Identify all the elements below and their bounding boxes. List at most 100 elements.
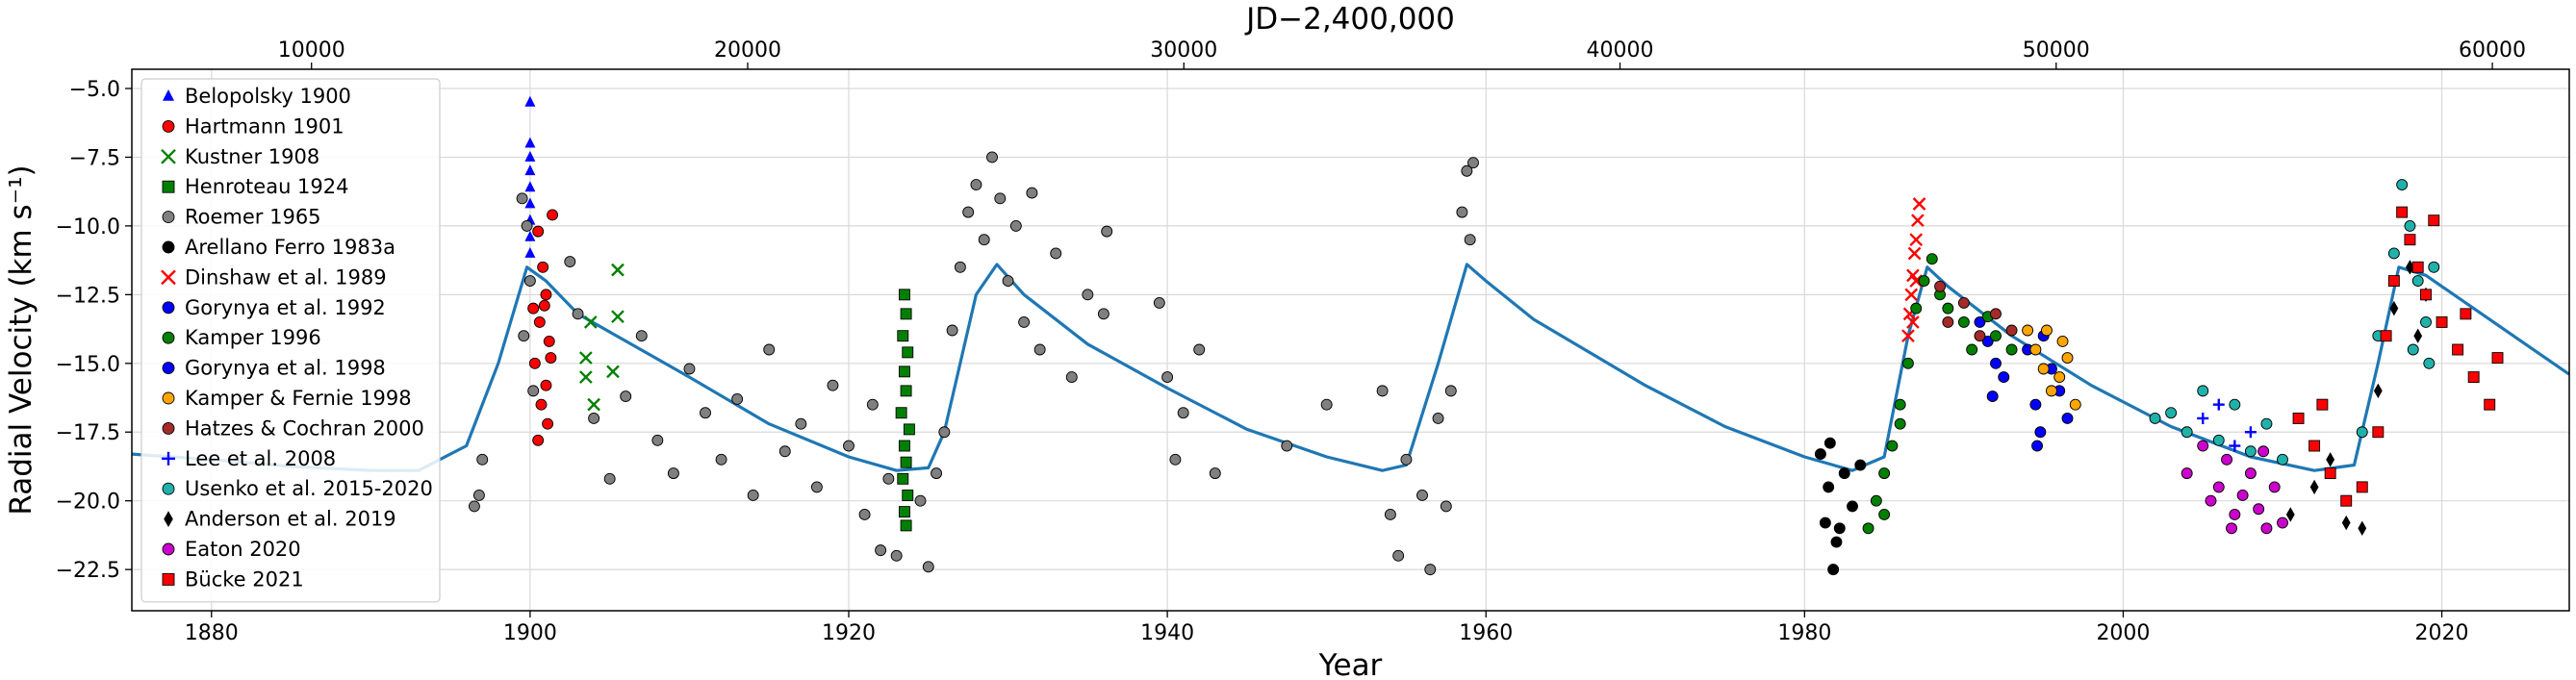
data-point	[875, 544, 887, 557]
data-point	[2257, 445, 2270, 458]
data-point	[2212, 398, 2225, 411]
data-point	[2436, 315, 2448, 328]
data-point	[898, 440, 910, 452]
data-point	[2229, 509, 2241, 520]
data-point	[1957, 296, 1970, 309]
legend-marker	[162, 572, 175, 586]
series-7	[1974, 315, 2047, 452]
data-point	[1153, 296, 1165, 309]
data-point	[2491, 352, 2504, 365]
data-point	[897, 472, 909, 485]
data-point	[1097, 308, 1109, 320]
y-tick-label: −10.0	[56, 215, 120, 239]
x-tick-label: 2020	[2415, 621, 2469, 645]
x-tick-label: 1960	[1459, 621, 1513, 645]
data-point	[931, 467, 943, 480]
data-point	[476, 453, 489, 466]
x-tick-label: 1880	[185, 621, 239, 645]
data-point	[2221, 453, 2233, 466]
data-point	[2277, 453, 2288, 466]
data-point	[715, 453, 727, 466]
data-point	[1847, 500, 1858, 513]
data-point	[468, 500, 480, 513]
data-point	[858, 509, 871, 520]
data-point	[2404, 219, 2416, 232]
legend-marker	[162, 362, 175, 375]
data-point	[521, 219, 533, 232]
data-point	[683, 363, 696, 375]
data-point	[1082, 289, 1094, 301]
data-point	[1033, 343, 1046, 356]
data-point	[900, 456, 912, 468]
data-point	[978, 234, 990, 246]
data-point	[2229, 398, 2241, 411]
data-point	[1209, 467, 1221, 480]
data-point	[2428, 214, 2440, 227]
data-point	[2260, 522, 2273, 535]
legend-label: Kamper & Fernie 1998	[185, 387, 412, 410]
data-point	[2372, 426, 2385, 439]
data-point	[2197, 385, 2209, 397]
legend-box	[140, 78, 441, 603]
data-point	[2197, 412, 2209, 424]
data-point	[902, 346, 914, 359]
legend-marker	[162, 119, 175, 133]
data-point	[583, 315, 598, 329]
data-point	[527, 302, 540, 315]
legend-label: Dinshaw et al. 1989	[185, 265, 387, 289]
data-point	[2324, 467, 2336, 480]
data-point	[1912, 197, 1926, 211]
top-tick-label: 10000	[278, 38, 345, 63]
data-point	[731, 392, 744, 405]
bottom-axis-ticks: 1880 1900 1920 1940 1960 1980 2000 2020	[185, 611, 2469, 645]
data-point	[962, 206, 975, 218]
data-point	[2244, 445, 2257, 458]
data-point	[1002, 275, 1014, 288]
data-point	[1440, 500, 1452, 513]
data-point	[1918, 275, 1930, 288]
data-point	[2411, 275, 2424, 288]
y-tick-label: −7.5	[69, 146, 120, 170]
data-point	[1878, 467, 1891, 480]
data-point	[1838, 467, 1850, 480]
data-point	[795, 417, 807, 430]
legend-label: Gorynya et al. 1992	[185, 296, 386, 319]
legend-marker	[162, 421, 175, 435]
data-point	[1901, 357, 1914, 369]
data-point	[1456, 206, 1468, 218]
legend-marker	[162, 240, 175, 254]
data-point	[2387, 275, 2400, 288]
data-point	[524, 95, 536, 107]
data-point	[587, 397, 600, 412]
data-point	[1906, 315, 1920, 329]
data-point	[620, 390, 632, 403]
data-point	[2244, 467, 2257, 480]
data-point	[2389, 300, 2399, 316]
data-point	[810, 481, 823, 493]
top-tick-label: 30000	[1150, 38, 1217, 63]
series-12	[2197, 398, 2257, 452]
data-point	[2041, 324, 2053, 337]
data-point	[986, 151, 998, 164]
data-point	[1050, 247, 1062, 260]
data-point	[2373, 383, 2383, 399]
data-point	[1909, 233, 1924, 247]
top-tick-label: 20000	[714, 38, 781, 63]
data-point	[1974, 315, 1986, 328]
data-point	[2069, 398, 2081, 411]
data-point	[827, 379, 839, 391]
legend-label: Henroteau 1924	[185, 175, 349, 198]
data-point	[902, 490, 914, 501]
legend-marker	[161, 148, 176, 164]
data-point	[2045, 385, 2057, 397]
legend-marker	[162, 542, 175, 556]
data-point	[532, 434, 545, 446]
series-4	[468, 151, 1479, 576]
legend-marker	[162, 391, 175, 405]
data-point	[1169, 453, 1182, 466]
data-point	[667, 467, 679, 480]
data-point	[2407, 343, 2419, 356]
data-point	[2428, 261, 2440, 273]
data-point	[2212, 434, 2225, 446]
data-point	[946, 324, 958, 337]
